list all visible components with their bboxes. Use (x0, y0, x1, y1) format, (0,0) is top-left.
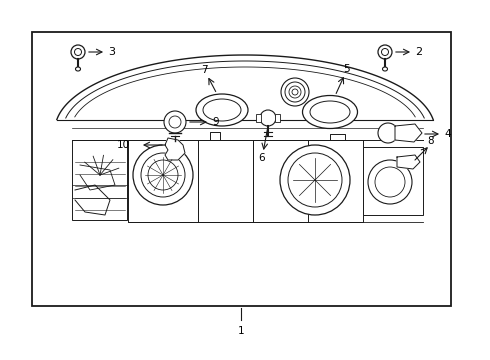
Polygon shape (165, 138, 185, 160)
Ellipse shape (383, 67, 388, 71)
Polygon shape (397, 155, 420, 169)
Circle shape (368, 160, 412, 204)
Circle shape (260, 110, 276, 126)
Circle shape (288, 153, 342, 207)
Circle shape (378, 123, 398, 143)
Bar (198, 140, 253, 222)
Text: 1: 1 (238, 326, 245, 336)
Bar (32, 32, 451, 306)
Text: 4: 4 (444, 129, 451, 139)
Circle shape (281, 78, 309, 106)
Circle shape (289, 86, 301, 98)
Circle shape (71, 45, 85, 59)
Text: 5: 5 (343, 64, 349, 74)
Polygon shape (395, 124, 422, 142)
Polygon shape (75, 185, 110, 215)
Text: 8: 8 (428, 136, 434, 146)
Text: 2: 2 (415, 47, 422, 57)
Circle shape (285, 82, 305, 102)
Circle shape (141, 153, 185, 197)
Polygon shape (80, 165, 115, 190)
Circle shape (292, 89, 298, 95)
Circle shape (74, 49, 81, 55)
Circle shape (378, 45, 392, 59)
Bar (128, 140, 198, 222)
Bar (253, 140, 363, 222)
Bar (256, 114, 261, 122)
Text: 10: 10 (117, 140, 129, 150)
Bar (363, 147, 423, 215)
Text: 6: 6 (259, 153, 265, 163)
Circle shape (382, 49, 389, 55)
Ellipse shape (203, 99, 241, 121)
Circle shape (169, 116, 181, 128)
Text: 9: 9 (212, 117, 219, 127)
Text: 7: 7 (201, 65, 207, 75)
Ellipse shape (302, 95, 358, 129)
Circle shape (148, 160, 178, 190)
Circle shape (133, 145, 193, 205)
Circle shape (164, 111, 186, 133)
Ellipse shape (196, 94, 248, 126)
Circle shape (375, 167, 405, 197)
Circle shape (280, 145, 350, 215)
Text: 3: 3 (108, 47, 115, 57)
Bar (275, 114, 280, 122)
Ellipse shape (75, 67, 80, 71)
Bar (72, 140, 127, 220)
Ellipse shape (310, 101, 350, 123)
